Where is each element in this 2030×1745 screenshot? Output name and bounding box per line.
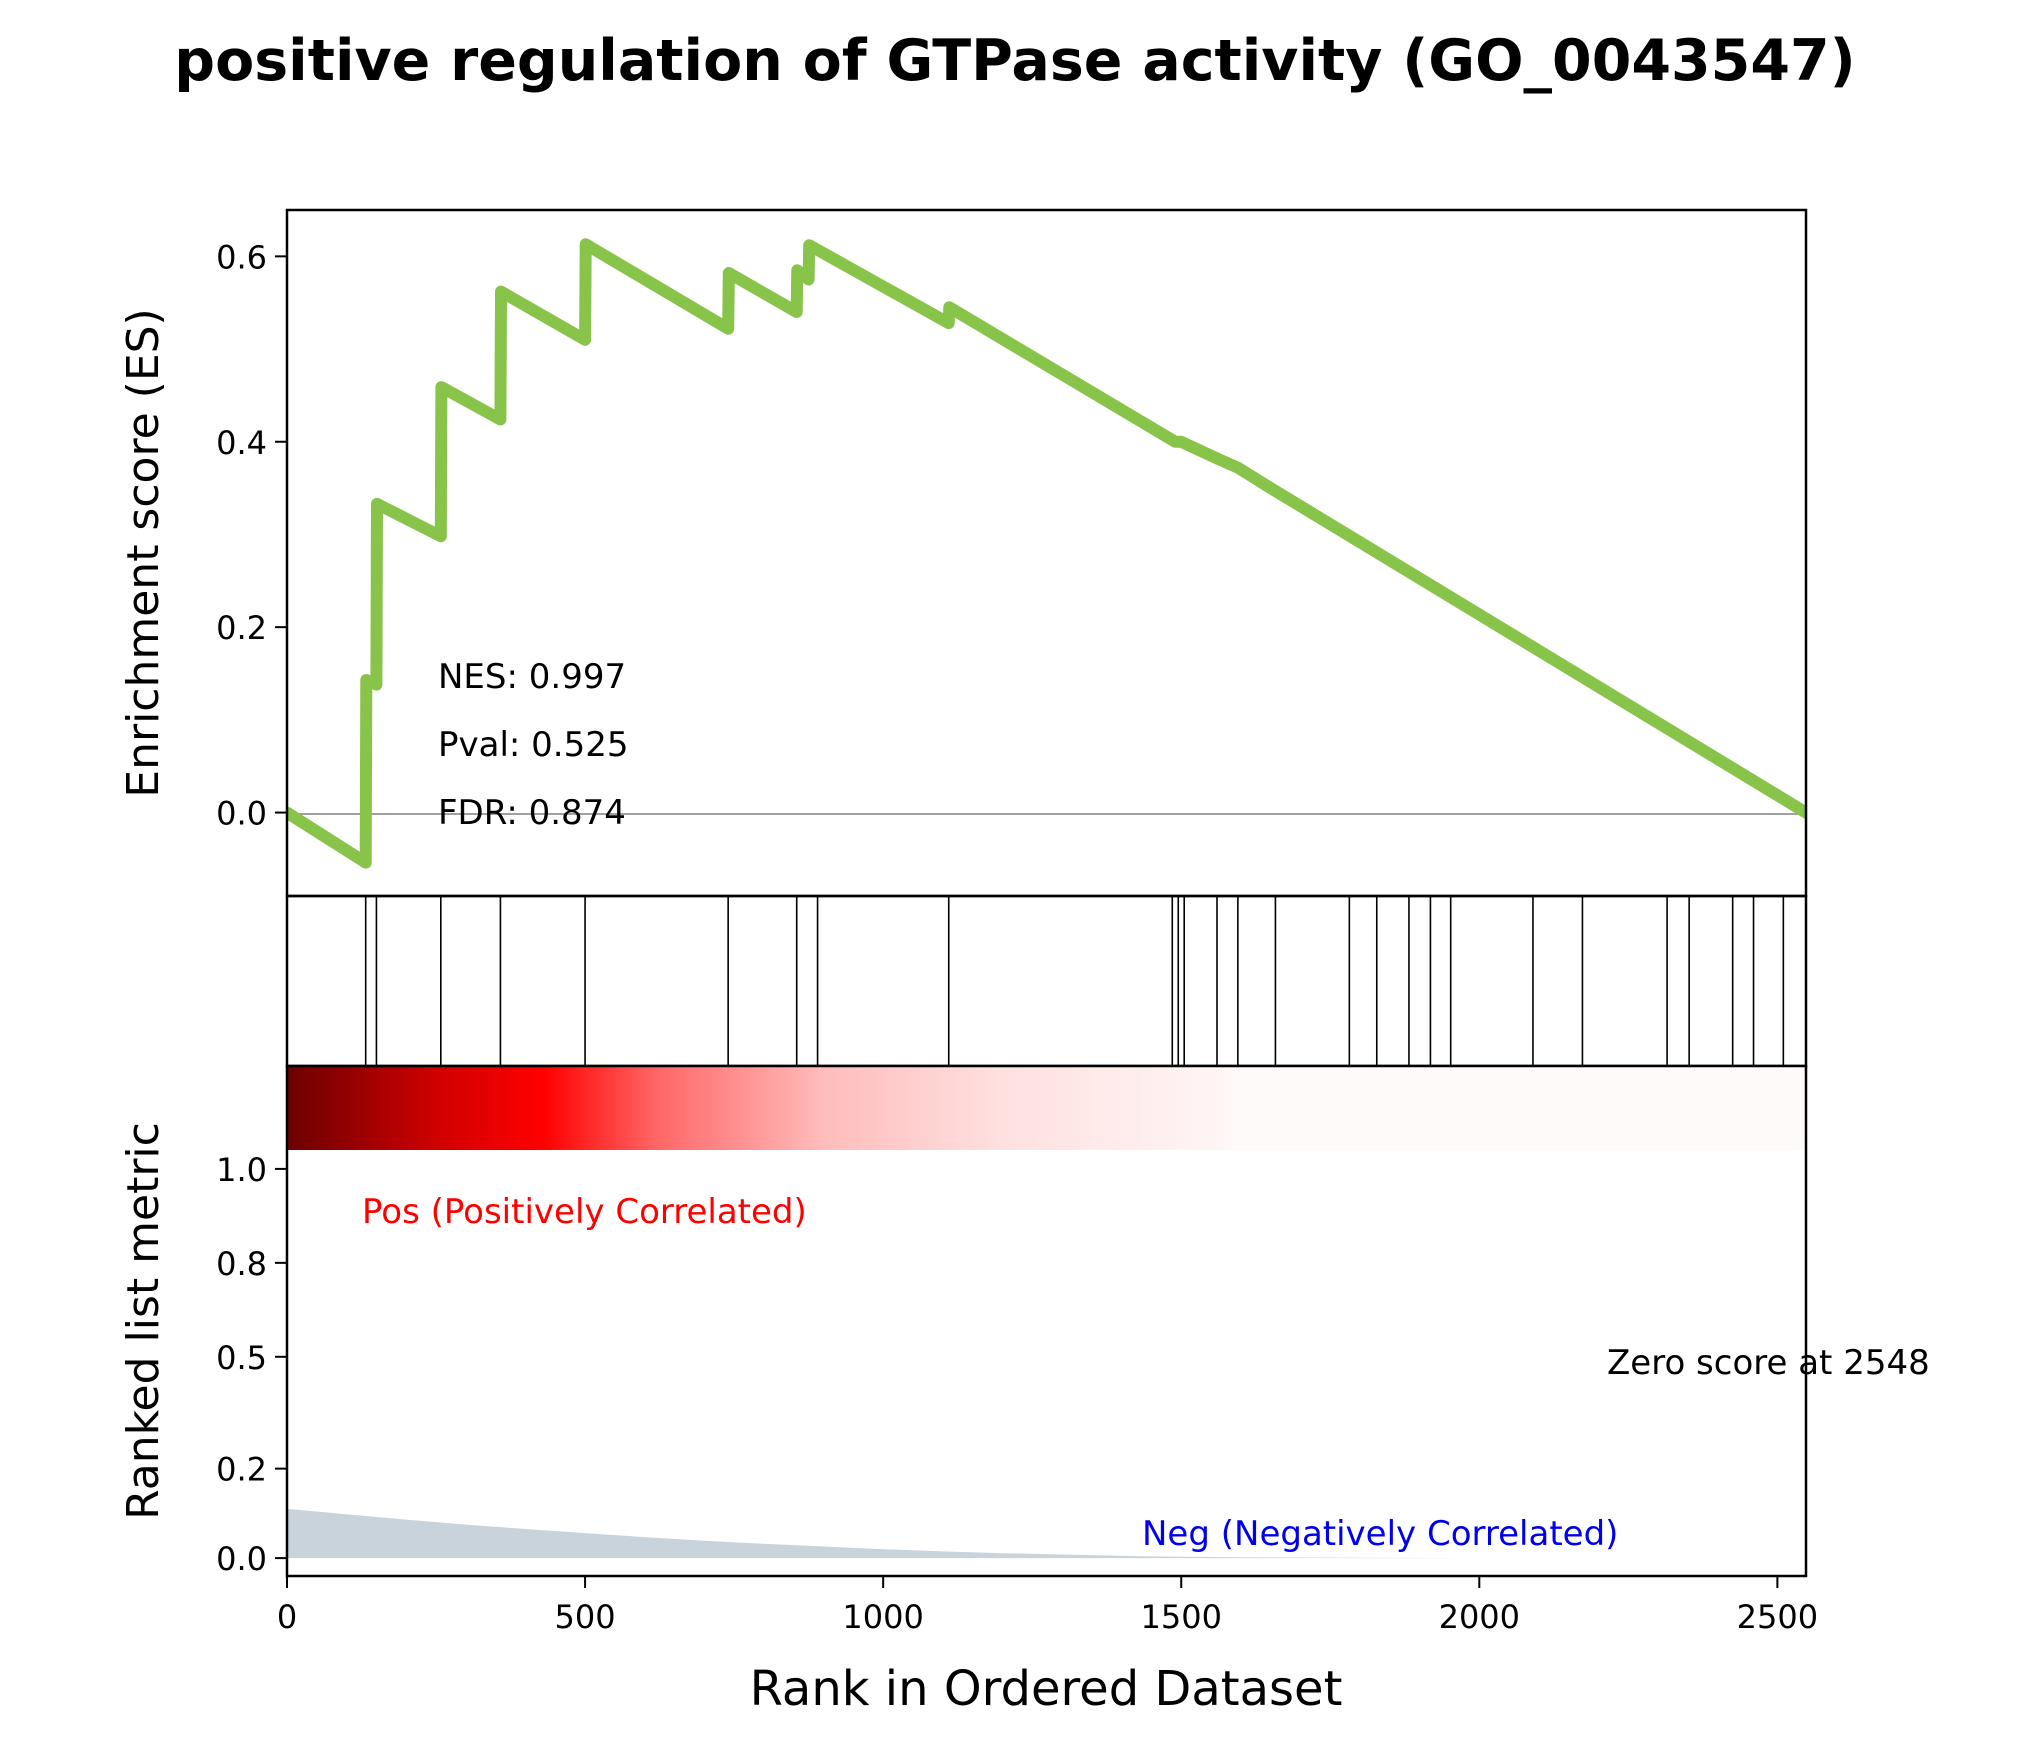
rank-ytick-label: 0.8 (216, 1245, 267, 1283)
x-tick-label: 0 (277, 1598, 297, 1636)
rank-ytick-label: 0.2 (216, 1451, 267, 1489)
rank-panel: 0.0 0.2 0.5 0.8 1.0 Pos (Positively Correlat… (118, 1064, 1930, 1578)
x-tick-label: 2500 (1737, 1598, 1818, 1636)
es-ytick-label: 0.6 (216, 238, 267, 276)
x-tick-label: 2000 (1439, 1598, 1520, 1636)
es-ytick-label: 0.2 (216, 609, 267, 647)
enrichment-score-line (287, 238, 1806, 869)
es-ylabel: Enrichment score (ES) (118, 308, 169, 797)
es-ytick-label: 0.4 (216, 424, 267, 462)
es-stat-1: Pval: 0.525 (438, 725, 629, 765)
x-tick-label: 1500 (1141, 1598, 1222, 1636)
rank-panel-frame (285, 1064, 1808, 1578)
pos-correlated-label: Pos (Positively Correlated) (362, 1192, 807, 1232)
correlation-gradient-bar (287, 1066, 1806, 1150)
es-stat-2: FDR: 0.874 (438, 793, 626, 833)
chart-title: positive regulation of GTPase activity (… (174, 28, 1855, 94)
rank-ytick-label: 0.0 (216, 1540, 267, 1578)
hits-panel (285, 894, 1808, 1068)
es-ytick-label: 0.0 (216, 795, 267, 833)
ranked-metric-area (287, 1508, 1806, 1559)
zero-score-label: Zero score at 2548 (1607, 1343, 1930, 1383)
rank-ytick-label: 1.0 (216, 1151, 267, 1189)
rank-ytick-label: 0.5 (216, 1339, 267, 1377)
x-axis-label: Rank in Ordered Dataset (750, 1661, 1343, 1717)
es-stat-0: NES: 0.997 (438, 657, 626, 697)
hits-panel-frame (285, 894, 1808, 1068)
x-axis: 0 500 1000 1500 2000 2500 (277, 1576, 1818, 1636)
rank-ylabel: Ranked list metric (118, 1122, 169, 1520)
x-tick-label: 1000 (842, 1598, 923, 1636)
x-tick-label: 500 (555, 1598, 616, 1636)
neg-correlated-label: Neg (Negatively Correlated) (1142, 1514, 1618, 1554)
es-panel: NES: 0.997 Pval: 0.525 FDR: 0.874 0.0 0.2 0.… (118, 208, 1808, 898)
